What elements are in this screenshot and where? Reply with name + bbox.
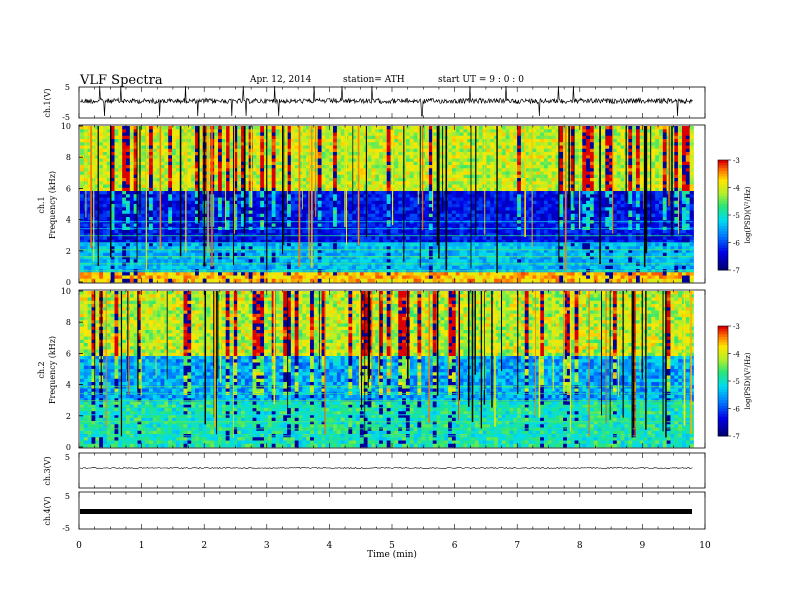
x-tick-label: 10 — [699, 541, 711, 551]
x-tick-labels: 0 1 2 3 4 5 6 7 8 9 10 — [76, 541, 711, 551]
start-time-label: start UT = 9 : 0 : 0 — [438, 75, 524, 85]
ch1-waveform-line — [79, 85, 693, 117]
x-tick-label: 6 — [452, 541, 458, 551]
ch4-ytick-bottom: -5 — [62, 524, 70, 533]
ch1-spec-ylabel-bottom: Frequency (kHz) — [48, 171, 57, 239]
ch2-spec-ylabel-top: ch.2 — [37, 361, 46, 378]
ch1-panel: 5 -5 ch.1(V) — [43, 83, 706, 122]
x-tick-label: 9 — [640, 541, 646, 551]
ch3-waveform-line — [79, 466, 693, 470]
x-tick-label: 3 — [264, 541, 270, 551]
ch4-ylabel: ch.4(V) — [43, 496, 52, 525]
figure-title: VLF Spectra — [79, 73, 163, 88]
x-tick-label: 4 — [327, 541, 333, 551]
ch3-ytick-top: 5 — [65, 453, 70, 462]
x-tick-label: 5 — [389, 541, 395, 551]
ch3-ylabel: ch.3(V) — [43, 456, 52, 485]
ch1-ylabel: ch.1(V) — [43, 88, 52, 117]
ch1-spec-ylabel-top: ch.1 — [37, 196, 46, 213]
ch1-ytick-bottom: -5 — [62, 113, 70, 122]
station-label: station= ATH — [343, 75, 405, 85]
ch2-spec-ylabel-bottom: Frequency (kHz) — [48, 336, 57, 404]
x-ticks — [78, 87, 706, 529]
x-tick-label: 0 — [76, 541, 82, 551]
x-axis-label: Time (min) — [367, 549, 417, 560]
x-tick-label: 8 — [577, 541, 583, 551]
ch3-frame — [78, 452, 706, 489]
x-tick-label: 7 — [514, 541, 520, 551]
ch4-waveform-band — [80, 509, 692, 514]
ch3-panel: 5 ch.3(V) — [43, 452, 706, 489]
ch4-panel: 5 -5 ch.4(V) — [43, 491, 706, 533]
x-tick-label: 2 — [201, 541, 207, 551]
ch4-ytick-top: 5 — [65, 492, 70, 501]
date-label: Apr. 12, 2014 — [249, 75, 312, 85]
ch2-spectrogram-image — [80, 291, 694, 448]
ch1-ytick-top: 5 — [65, 83, 70, 92]
ch1-spectrogram-image — [80, 126, 694, 283]
x-tick-label: 1 — [139, 541, 145, 551]
